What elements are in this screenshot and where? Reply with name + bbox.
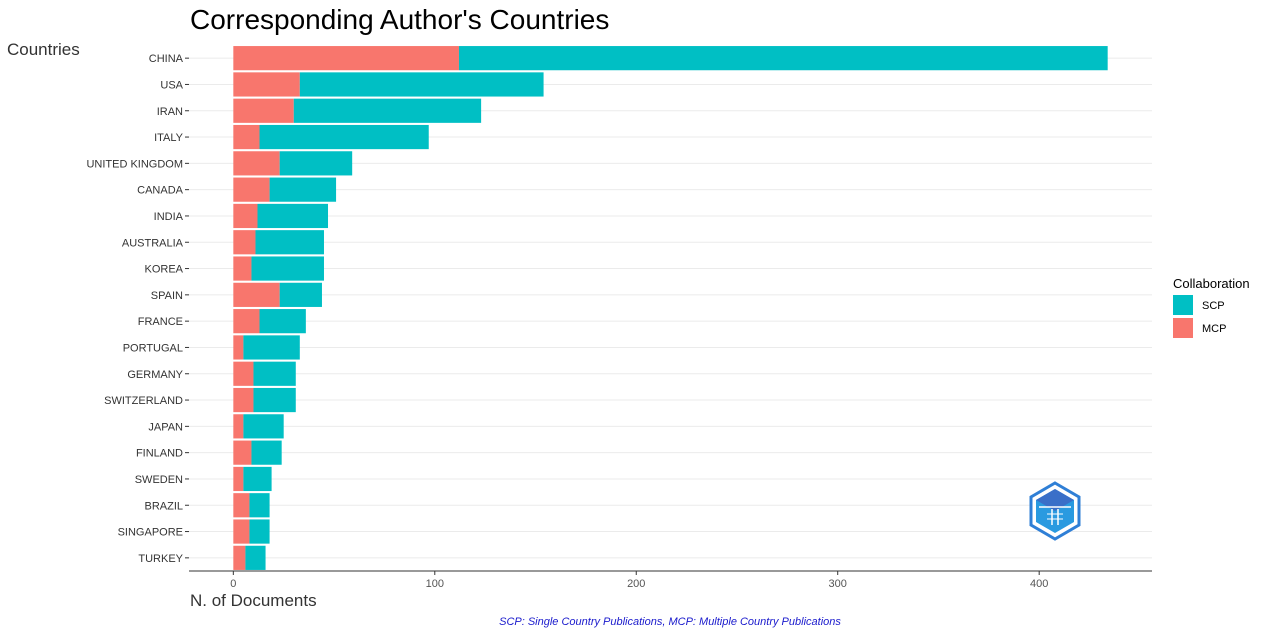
bar-mcp-switzerland bbox=[233, 387, 254, 413]
y-tick-label: TURKEY bbox=[138, 553, 183, 565]
bar-mcp-iran bbox=[233, 98, 294, 123]
legend: Collaboration SCP MCP bbox=[1173, 276, 1250, 338]
bar-scp-australia bbox=[255, 230, 324, 255]
bar-scp-turkey bbox=[245, 545, 266, 570]
bar-mcp-finland bbox=[233, 440, 252, 465]
x-tick-label: 0 bbox=[230, 578, 236, 590]
bar-scp-switzerland bbox=[253, 387, 296, 413]
bar-mcp-italy bbox=[233, 124, 260, 150]
bar-mcp-turkey bbox=[233, 545, 246, 570]
y-tick-label: INDIA bbox=[154, 211, 184, 223]
bar-mcp-korea bbox=[233, 256, 252, 281]
chart-title: Corresponding Author's Countries bbox=[190, 4, 609, 35]
legend-label-scp: SCP bbox=[1202, 300, 1225, 312]
bar-mcp-canada bbox=[233, 177, 270, 202]
y-tick-label: SINGAPORE bbox=[118, 527, 183, 539]
x-tick-label: 300 bbox=[829, 578, 847, 590]
legend-swatch-scp bbox=[1173, 295, 1193, 315]
y-tick-label: FRANCE bbox=[138, 316, 183, 328]
chart-caption: SCP: Single Country Publications, MCP: M… bbox=[499, 616, 841, 628]
bar-mcp-japan bbox=[233, 414, 244, 439]
bar-scp-usa bbox=[299, 72, 544, 97]
y-tick-label: FINLAND bbox=[136, 448, 183, 460]
bar-mcp-singapore bbox=[233, 519, 250, 544]
bar-scp-japan bbox=[243, 414, 284, 439]
y-axis: CHINA USA IRAN ITALY UNITED KINGDOM CANADA IND… bbox=[86, 53, 189, 565]
bar-scp-spain bbox=[279, 282, 322, 307]
bar-scp-sweden bbox=[243, 466, 272, 492]
bar-scp-france bbox=[259, 309, 306, 334]
y-tick-label: AUSTRALIA bbox=[122, 237, 184, 249]
bar-scp-portugal bbox=[243, 335, 300, 360]
bar-mcp-germany bbox=[233, 361, 254, 386]
y-tick-label: KOREA bbox=[144, 264, 183, 276]
y-tick-label: BRAZIL bbox=[144, 500, 183, 512]
bar-scp-korea bbox=[251, 256, 324, 281]
y-tick-label: IRAN bbox=[157, 106, 183, 118]
bar-mcp-portugal bbox=[233, 335, 244, 360]
bar-mcp-spain bbox=[233, 282, 280, 307]
x-tick-label: 200 bbox=[627, 578, 645, 590]
y-tick-label: SWITZERLAND bbox=[104, 395, 183, 407]
bar-mcp-china bbox=[233, 46, 459, 71]
legend-title: Collaboration bbox=[1173, 276, 1250, 291]
bar-scp-finland bbox=[251, 440, 282, 465]
bar-mcp-usa bbox=[233, 72, 300, 97]
gridlines bbox=[189, 57, 1152, 559]
bars bbox=[233, 46, 1108, 570]
bar-mcp-france bbox=[233, 309, 260, 334]
y-tick-label: PORTUGAL bbox=[123, 342, 183, 354]
legend-label-mcp: MCP bbox=[1202, 323, 1226, 335]
y-tick-label: ITALY bbox=[154, 132, 184, 144]
bibliometrix-logo-icon bbox=[1029, 481, 1081, 541]
bar-scp-canada bbox=[269, 177, 337, 202]
y-tick-label: USA bbox=[160, 79, 183, 91]
y-tick-label: CANADA bbox=[137, 185, 184, 197]
bar-scp-china bbox=[458, 46, 1108, 71]
bar-mcp-united-kingdom bbox=[233, 151, 280, 176]
bar-scp-iran bbox=[293, 98, 482, 123]
y-tick-label: SPAIN bbox=[151, 290, 183, 302]
y-tick-label: SWEDEN bbox=[135, 474, 183, 486]
y-tick-label: GERMANY bbox=[127, 369, 183, 381]
x-tick-label: 400 bbox=[1030, 578, 1048, 590]
bar-scp-germany bbox=[253, 361, 296, 386]
x-tick-label: 100 bbox=[426, 578, 444, 590]
x-axis-title: N. of Documents bbox=[190, 591, 317, 610]
y-tick-label: JAPAN bbox=[148, 421, 183, 433]
bar-mcp-india bbox=[233, 203, 258, 229]
bar-scp-united-kingdom bbox=[279, 151, 353, 176]
bar-scp-singapore bbox=[249, 519, 270, 544]
bar-scp-india bbox=[257, 203, 329, 229]
bar-mcp-australia bbox=[233, 230, 256, 255]
bar-scp-italy bbox=[259, 124, 429, 150]
x-axis: 0 100 200 300 400 bbox=[189, 570, 1152, 590]
bar-mcp-sweden bbox=[233, 466, 244, 492]
legend-swatch-mcp bbox=[1173, 318, 1193, 338]
y-axis-title: Countries bbox=[7, 40, 80, 59]
y-tick-label: UNITED KINGDOM bbox=[86, 158, 183, 170]
bar-mcp-brazil bbox=[233, 493, 250, 518]
y-tick-label: CHINA bbox=[149, 53, 184, 65]
bar-scp-brazil bbox=[249, 493, 270, 518]
